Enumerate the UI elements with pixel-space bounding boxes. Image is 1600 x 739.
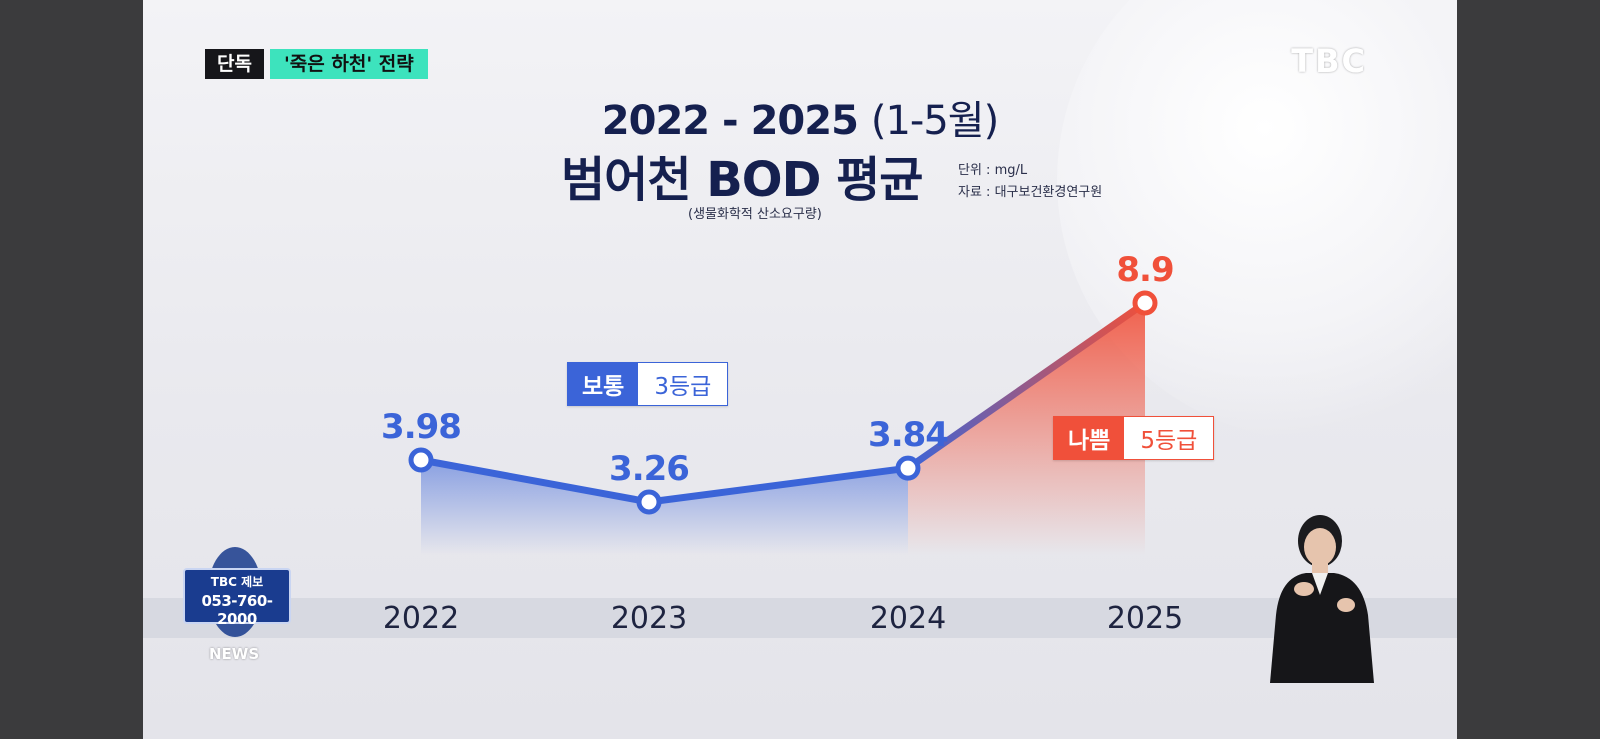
tip-line-box: TBC 제보 053-760-2000	[183, 568, 291, 628]
chart-title: 범어천 BOD 평균	[561, 152, 923, 208]
x-tick-2024: 2024	[870, 601, 946, 636]
x-axis-band	[143, 598, 1457, 638]
normal-label: 보통	[568, 363, 639, 405]
bad-grade-badge: 나쁨 5등급	[1053, 416, 1215, 460]
unit-source-box: 단위 : mg/L 자료 : 대구보건환경연구원	[958, 160, 1102, 204]
news-label: NEWS	[209, 645, 260, 663]
x-tick-2025: 2025	[1107, 601, 1183, 636]
value-label-2025: 8.9	[1116, 250, 1173, 290]
broadcaster-logo: TBC	[1291, 42, 1367, 80]
data-point-2022	[408, 447, 434, 473]
unit-label: 단위 : mg/L	[958, 163, 1028, 178]
data-point-2024	[895, 455, 921, 481]
bod-line-chart: 3.98 3.26 3.84 8.9 2022 2023 2024 2025	[381, 250, 1183, 636]
chart-period: 2022 - 2025 (1-5월)	[143, 88, 1457, 146]
x-tick-2022: 2022	[383, 601, 459, 636]
bad-grade: 5등급	[1124, 417, 1214, 459]
x-tick-2023: 2023	[611, 601, 687, 636]
normal-grade-badge: 보통 3등급	[567, 362, 729, 406]
bad-label: 나쁨	[1054, 417, 1125, 459]
area-bad	[908, 303, 1145, 555]
exclusive-tag: 단독	[205, 49, 264, 79]
data-point-2025	[1132, 290, 1158, 316]
value-label-2023: 3.26	[609, 449, 689, 489]
topic-tag: '죽은 하천' 전략	[269, 49, 428, 79]
sign-language-interpreter-icon	[1270, 515, 1374, 683]
line-segment-3	[904, 299, 1149, 472]
value-label-2024: 3.84	[868, 415, 948, 455]
tip-logo: TBC 제보	[210, 575, 264, 589]
data-point-2023	[636, 489, 662, 515]
normal-grade: 3등급	[638, 363, 728, 405]
period-months: (1-5월)	[870, 98, 999, 144]
source-label: 자료 : 대구보건환경연구원	[958, 185, 1103, 200]
chart-frame: 단독 '죽은 하천' 전략 TBC 2022 - 2025 (1-5월) 범어천…	[143, 0, 1457, 739]
tip-phone: 053-760-2000	[201, 592, 273, 628]
period-years: 2022 - 2025	[601, 98, 859, 144]
value-label-2022: 3.98	[381, 407, 461, 447]
chart-subnote: (생물화학적 산소요구량)	[688, 207, 822, 222]
line-segment-2	[645, 464, 912, 506]
line-segment-1	[417, 456, 653, 506]
news-tags: 단독 '죽은 하천' 전략	[205, 49, 428, 79]
